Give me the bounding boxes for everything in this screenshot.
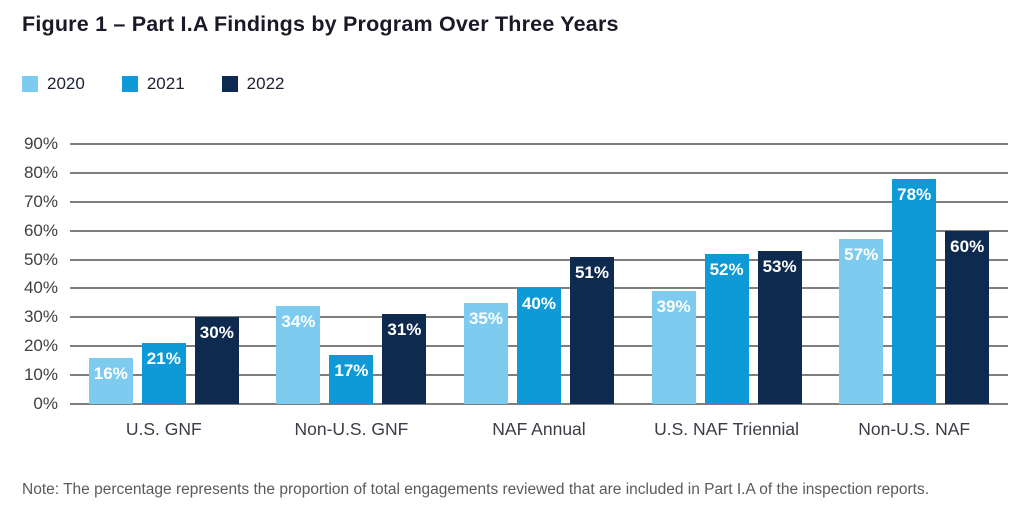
legend-item-2020: 2020 xyxy=(22,74,85,94)
bar-group-u-s-gnf: 16% 21% 30% U.S. GNF xyxy=(70,144,258,439)
gridline-90 xyxy=(70,143,1008,145)
bar-value-label: 30% xyxy=(199,323,234,343)
bar-value-label: 51% xyxy=(574,262,609,282)
category-label-u-s-gnf: U.S. GNF xyxy=(125,419,202,439)
figure-note: Note: The percentage represents the prop… xyxy=(22,481,930,498)
legend-label: 2021 xyxy=(146,74,185,93)
chart-legend: 2020 2021 2022 xyxy=(22,74,284,94)
gridline-50 xyxy=(70,258,1008,261)
y-tick-label: 40% xyxy=(23,278,58,298)
bar-2020-u-s-gnf: 16% xyxy=(88,357,133,404)
gridline-80 xyxy=(70,171,1008,174)
bar-value-label: 34% xyxy=(281,311,316,331)
y-tick-label: 20% xyxy=(23,336,58,356)
bar-2021-naf-annual: 40% xyxy=(516,288,561,404)
legend-item-2021: 2021 xyxy=(121,74,185,94)
y-tick-label: 10% xyxy=(23,365,58,385)
bar-value-label: 31% xyxy=(387,320,422,340)
bar-value-label: 53% xyxy=(762,256,797,276)
legend-swatch-2022 xyxy=(221,76,238,92)
bar-2021-non-u-s-naf: 78% xyxy=(892,178,937,404)
gridline-0 xyxy=(70,403,1008,405)
legend-label: 2022 xyxy=(246,74,285,93)
bar-group-non-u-s-gnf: 34% 17% 31% Non-U.S. GNF xyxy=(258,144,446,439)
y-tick-label: 80% xyxy=(23,162,58,182)
bar-value-label: 78% xyxy=(897,184,932,204)
bar-2021-u-s-gnf: 21% xyxy=(141,343,186,404)
bar-value-label: 39% xyxy=(656,297,691,317)
y-tick-label: 30% xyxy=(23,307,58,327)
bar-2021-non-u-s-gnf: 17% xyxy=(329,354,374,404)
legend-swatch-2021 xyxy=(121,76,138,92)
bar-group-naf-annual: 35% 40% 51% NAF Annual xyxy=(445,144,633,439)
bar-2021-u-s-naf-triennial: 52% xyxy=(704,253,749,404)
figure-title: Figure 1 – Part I.A Findings by Program … xyxy=(22,12,619,36)
bar-2022-non-u-s-gnf: 31% xyxy=(382,314,427,404)
bar-group-u-s-naf-triennial: 39% 52% 53% U.S. NAF Triennial xyxy=(633,144,821,439)
bar-group-non-u-s-naf: 57% 78% 60% Non-U.S. NAF xyxy=(820,144,1008,439)
y-tick-label: 50% xyxy=(23,249,58,269)
bar-value-label: 57% xyxy=(844,245,879,265)
bar-2022-naf-annual: 51% xyxy=(569,256,614,404)
bar-groups-layer: 16% 21% 30% U.S. GNF 34% 17% 31% Non-U.S. GNF 35… xyxy=(70,144,1008,439)
bar-2020-non-u-s-gnf: 34% xyxy=(276,305,321,404)
legend-swatch-2020 xyxy=(22,76,38,92)
y-tick-label: 0% xyxy=(33,394,58,413)
bar-value-label: 60% xyxy=(950,236,985,256)
legend-label: 2020 xyxy=(47,74,85,93)
bar-value-label: 21% xyxy=(146,349,181,369)
gridline-60 xyxy=(70,229,1008,232)
y-tick-label: 70% xyxy=(23,191,58,211)
legend-item-2022: 2022 xyxy=(221,74,285,94)
bar-value-label: 17% xyxy=(334,360,369,380)
category-label-u-s-naf-triennial: U.S. NAF Triennial xyxy=(654,419,800,439)
category-label-naf-annual: NAF Annual xyxy=(492,419,586,439)
bar-chart-plot-area: 90% 80% 70% 60% 50% 40% 30% 20% 10% 0% 16% 21% 30% U… xyxy=(24,134,1008,439)
bar-2020-naf-annual: 35% xyxy=(463,302,508,404)
bar-value-label: 52% xyxy=(709,259,744,279)
bar-value-label: 16% xyxy=(93,363,128,383)
category-label-non-u-s-gnf: Non-U.S. GNF xyxy=(294,419,409,439)
gridline-70 xyxy=(70,200,1008,203)
bar-2022-u-s-gnf: 30% xyxy=(194,317,239,404)
bar-2020-non-u-s-naf: 57% xyxy=(839,239,884,404)
y-tick-label: 90% xyxy=(23,134,58,153)
bar-2020-u-s-naf-triennial: 39% xyxy=(651,291,696,404)
y-tick-label: 60% xyxy=(23,220,58,240)
bar-value-label: 40% xyxy=(521,294,556,314)
bar-2022-non-u-s-naf: 60% xyxy=(945,230,990,404)
bar-2022-u-s-naf-triennial: 53% xyxy=(757,250,802,404)
category-label-non-u-s-naf: Non-U.S. NAF xyxy=(858,419,971,439)
bar-value-label: 35% xyxy=(468,308,503,328)
